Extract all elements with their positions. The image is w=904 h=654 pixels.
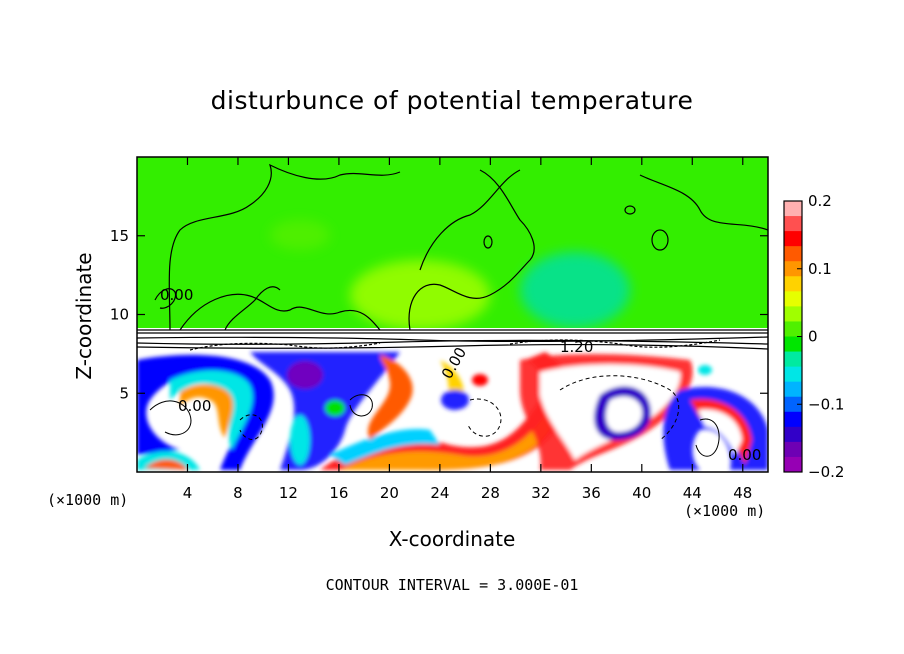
- upper-contours: [154, 163, 768, 331]
- colorbar-swatch: [784, 246, 802, 262]
- x-axis-label: X-coordinate: [388, 527, 516, 551]
- colorbar-swatch: [784, 321, 802, 337]
- contour-label: 0.00: [728, 446, 761, 464]
- cyan-patch: [520, 252, 630, 328]
- y-tick-label: 10: [110, 306, 129, 324]
- y-axis-ticks: 5 10 15: [110, 227, 768, 402]
- light-patch: [270, 220, 330, 250]
- colorbar-swatch: [784, 216, 802, 232]
- colorbar-swatch: [784, 411, 802, 428]
- colorbar-tick-label: 0.1: [808, 260, 832, 278]
- x-tick-label: 32: [531, 484, 550, 502]
- colorbar-swatch: [784, 366, 802, 383]
- contour-label: 0.00: [178, 397, 211, 415]
- colorbar-swatch: [784, 201, 802, 217]
- y-tick-label: 5: [119, 384, 129, 402]
- plot-field: 0.00 0.00 1.20 0.00 0.00: [137, 157, 768, 472]
- x-tick-label: 48: [733, 484, 752, 502]
- x-tick-label: 12: [279, 484, 298, 502]
- colorbar-swatch: [784, 351, 802, 368]
- x-tick-label: 4: [183, 484, 193, 502]
- colorbar-swatch: [784, 306, 802, 322]
- x-units-label-right: (×1000 m): [684, 502, 766, 520]
- contour-label: 0.00: [160, 286, 193, 304]
- colorbar-tick-label: −0.1: [808, 395, 844, 413]
- colorbar-swatch: [784, 396, 802, 413]
- x-tick-label: 20: [380, 484, 399, 502]
- x-tick-label: 16: [329, 484, 348, 502]
- colorbar-swatch: [784, 426, 802, 443]
- x-tick-label: 28: [481, 484, 500, 502]
- contour-interval-note: CONTOUR INTERVAL = 3.000E-01: [325, 576, 579, 594]
- colorbar-swatch: [784, 261, 802, 277]
- colorbar-swatch: [784, 276, 802, 292]
- x-tick-label: 40: [632, 484, 651, 502]
- yellow-green-patch: [350, 260, 490, 330]
- colorbar-tick-label: −0.2: [808, 463, 844, 481]
- x-axis-ticks: 4 8 12 16 20 24 28 32 36 40 44 48: [183, 157, 752, 502]
- transition-contours: [137, 329, 768, 351]
- lower-structures: [137, 352, 768, 470]
- x-tick-label: 24: [430, 484, 449, 502]
- lower-contours: [149, 375, 720, 457]
- colorbar-tick-label: 0: [808, 328, 818, 346]
- chart-title: disturbunce of potential temperature: [210, 86, 694, 115]
- colorbar-swatch: [784, 441, 802, 458]
- contour-label: 1.20: [560, 338, 593, 356]
- x-tick-label: 44: [683, 484, 702, 502]
- colorbar-swatch: [784, 456, 802, 473]
- x-tick-label: 8: [233, 484, 243, 502]
- colorbar-swatch: [784, 336, 802, 353]
- colorbar-swatch: [784, 231, 802, 247]
- x-tick-label: 36: [582, 484, 601, 502]
- colorbar-tick-label: 0.2: [808, 192, 832, 210]
- colorbar: 0.2 0.1 0 −0.1 −0.2: [783, 192, 844, 481]
- colorbar-swatch: [784, 381, 802, 398]
- y-tick-label: 15: [110, 227, 129, 245]
- x-units-label-left: (×1000 m): [47, 491, 129, 509]
- colorbar-swatch: [784, 291, 802, 307]
